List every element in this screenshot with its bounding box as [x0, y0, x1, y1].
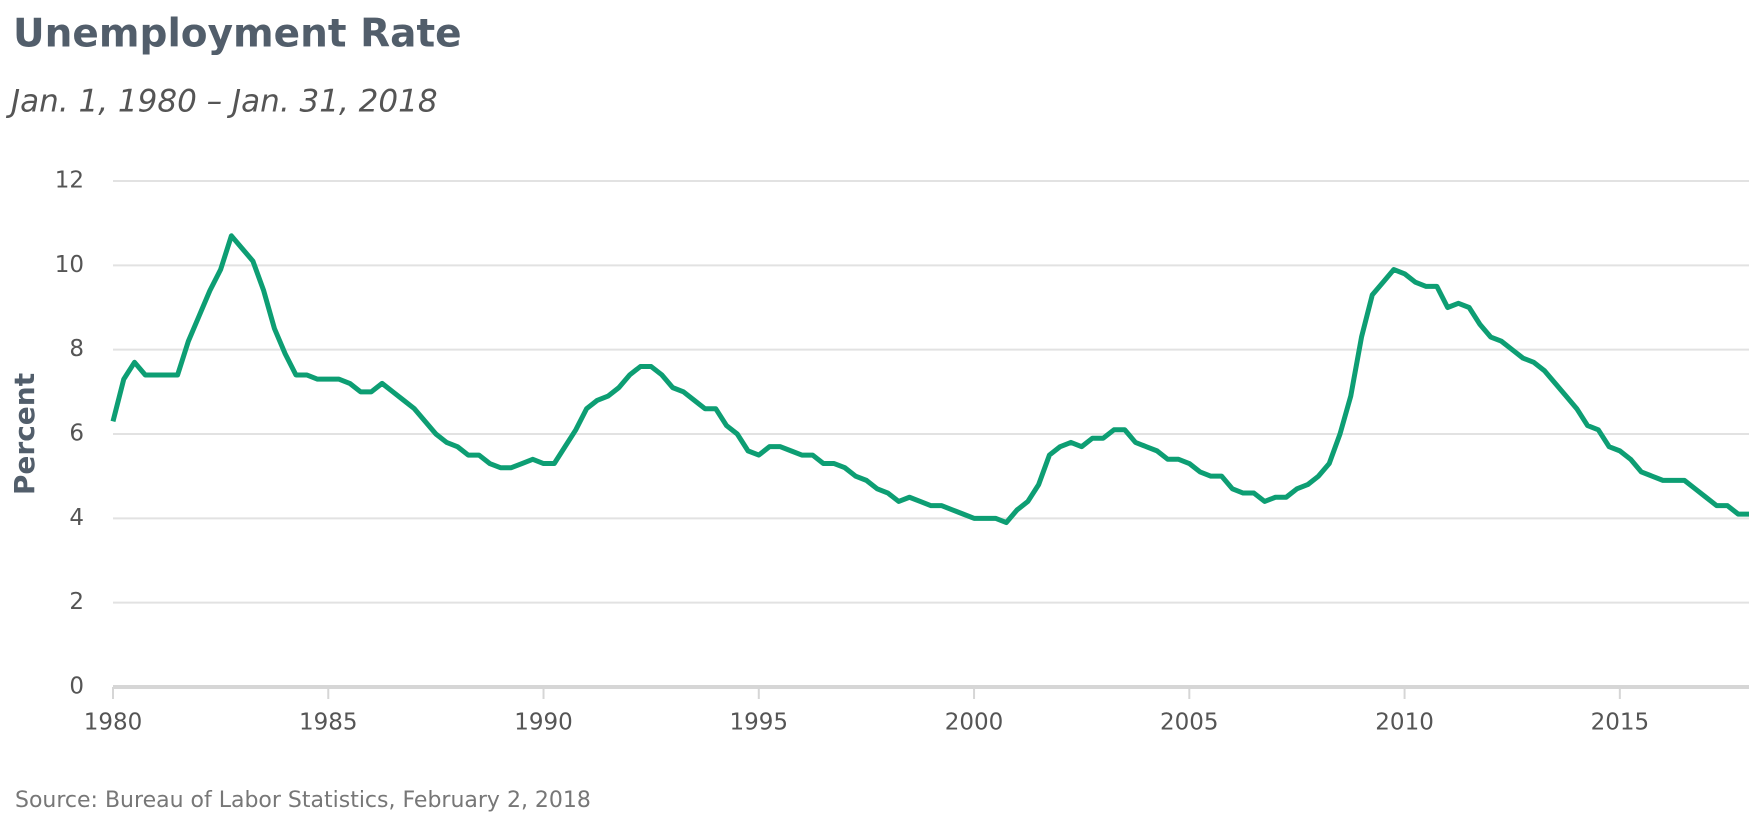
- x-tick-label: 2015: [1591, 710, 1650, 736]
- source-note: Source: Bureau of Labor Statistics, Febr…: [15, 788, 591, 813]
- x-tick-label: 1985: [299, 710, 358, 736]
- x-tick-label: 1995: [730, 710, 789, 736]
- y-tick-label: 10: [55, 252, 84, 278]
- chart-title: Unemployment Rate: [13, 12, 462, 57]
- y-tick-label: 12: [55, 168, 84, 194]
- y-tick-label: 2: [69, 589, 84, 615]
- y-tick-label: 4: [69, 505, 84, 531]
- x-tick-label: 1980: [84, 710, 143, 736]
- y-axis-label: Percent: [8, 373, 41, 495]
- chart-subtitle: Jan. 1, 1980 – Jan. 31, 2018: [5, 84, 438, 120]
- x-tick-label: 2005: [1160, 710, 1219, 736]
- data-line: [110, 233, 1749, 526]
- x-tick-label: 2010: [1375, 710, 1434, 736]
- y-tick-label: 6: [69, 421, 84, 447]
- x-tick-label: 2000: [945, 710, 1004, 736]
- x-tick-label: 1990: [514, 710, 573, 736]
- y-tick-label: 0: [69, 674, 84, 700]
- y-tick-label: 8: [69, 336, 84, 362]
